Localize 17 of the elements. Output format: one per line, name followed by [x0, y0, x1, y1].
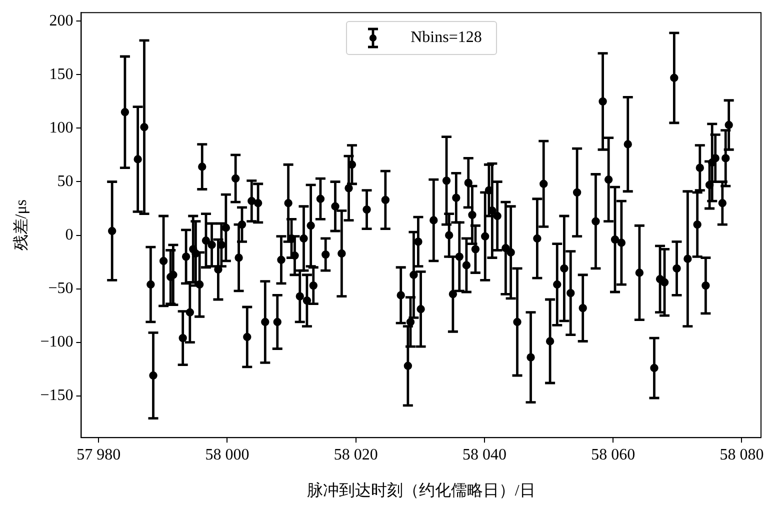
y-tick-label: 100	[49, 119, 74, 136]
y-tick-label: 200	[49, 12, 74, 30]
y-axis-title: 残差/μs	[12, 199, 30, 251]
x-tick-label: 58 060	[591, 446, 636, 464]
y-tick-label: 50	[57, 172, 74, 190]
x-axis-title: 脉冲到达时刻（约化儒略日）/日	[306, 482, 536, 500]
y-tick-label: 0	[65, 226, 74, 244]
x-tick-label: 58 020	[334, 446, 378, 464]
x-tick-label: 58 040	[462, 446, 506, 464]
y-tick-label: −50	[48, 280, 74, 297]
y-tick-label: −100	[40, 334, 74, 351]
x-tick-label: 57 980	[76, 446, 121, 464]
y-tick-label: −150	[40, 387, 74, 404]
x-tick-label: 58 000	[205, 446, 250, 464]
x-tick-label: 58 080	[720, 446, 764, 464]
y-tick-label: 150	[49, 66, 74, 83]
legend-label: Nbins=128	[410, 28, 482, 47]
